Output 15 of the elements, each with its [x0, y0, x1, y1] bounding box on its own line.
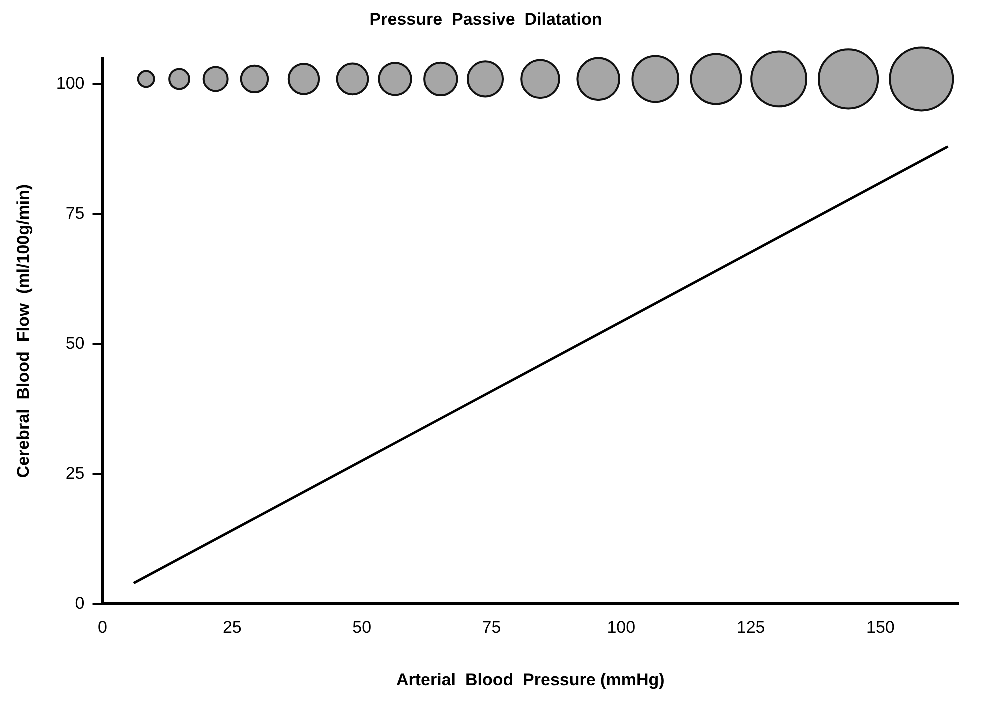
chart-title: Pressure Passive Dilatation: [370, 10, 602, 29]
x-tick-label: 125: [736, 618, 766, 638]
y-tick-label: 100: [56, 74, 85, 94]
x-tick-label: 75: [482, 618, 502, 638]
x-tick-label: 0: [98, 618, 108, 638]
y-tick-label: 50: [66, 334, 85, 353]
x-tick-label: 50: [352, 618, 372, 638]
y-tick-label: 75: [66, 204, 85, 224]
y-tick-label: 0: [75, 594, 85, 613]
y-axis-title: Cerebral Blood Flow (ml/100g/min): [14, 184, 33, 478]
y-tick-label: 25: [66, 464, 85, 483]
x-axis-title: Arterial Blood Pressure (mmHg): [396, 670, 665, 690]
x-tick-label: 100: [607, 618, 636, 638]
x-tick-label: 150: [866, 618, 895, 638]
x-tick-label: 25: [222, 618, 242, 638]
